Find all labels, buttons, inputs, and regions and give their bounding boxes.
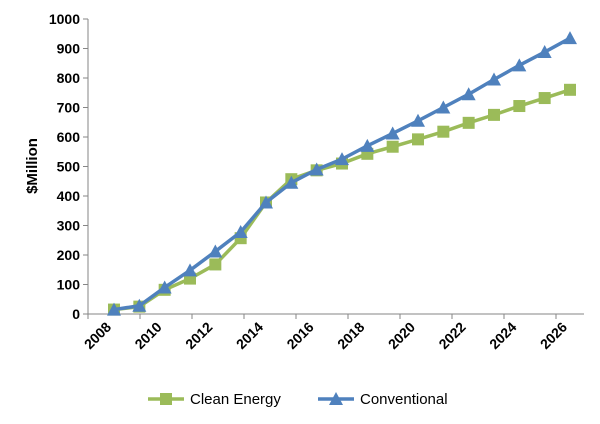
legend-label: Clean Energy: [190, 391, 281, 408]
data-point: [462, 116, 475, 129]
data-point: [411, 113, 425, 127]
data-point: [412, 133, 424, 146]
y-tick-label: 100: [57, 277, 81, 293]
y-tick-label: 400: [57, 188, 81, 204]
legend-label: Conventional: [360, 391, 448, 408]
data-point: [284, 175, 299, 189]
y-tick-label: 0: [72, 306, 80, 322]
series-layer: [107, 31, 577, 316]
legend: Clean Energy Conventional: [148, 391, 448, 408]
data-point: [208, 244, 223, 258]
y-tick-label: 300: [57, 218, 81, 234]
x-tick-label: 2016: [283, 319, 316, 352]
legend-marker: [329, 392, 343, 405]
data-point: [335, 152, 349, 166]
data-point: [563, 31, 577, 45]
data-point: [157, 280, 172, 294]
data-point: [183, 263, 197, 277]
data-point: [360, 138, 375, 152]
x-axis: 2008 2010 2012 2014 2016 2018 2020 2022 2024 2026: [81, 314, 570, 352]
x-tick-label: 2012: [182, 319, 215, 352]
series-line: [113, 36, 571, 312]
data-point: [132, 298, 147, 312]
data-point: [564, 83, 576, 96]
series-clean-energy: [108, 83, 576, 316]
data-point: [513, 100, 526, 113]
data-point: [537, 45, 552, 59]
y-tick-label: 700: [57, 100, 81, 116]
x-tick-label: 2024: [486, 319, 519, 352]
y-tick-label: 1000: [49, 11, 80, 27]
y-axis-title: $Million: [24, 138, 41, 194]
x-tick-label: 2010: [131, 319, 164, 352]
x-tick-label: 2026: [537, 319, 570, 352]
data-point: [386, 140, 399, 153]
data-point: [461, 87, 476, 101]
data-point: [385, 126, 400, 140]
y-tick-label: 200: [57, 247, 81, 263]
y-tick-label: 800: [57, 70, 81, 86]
series-conventional: [107, 31, 577, 316]
x-tick-label: 2020: [385, 319, 418, 352]
x-tick-label: 2022: [435, 319, 468, 352]
y-axis: 0 100 200 300 400 500 600 700 800 900 1000: [49, 11, 88, 322]
x-tick-label: 2014: [233, 319, 266, 352]
data-point: [107, 302, 121, 316]
data-point: [538, 92, 551, 105]
x-tick-label: 2008: [81, 319, 114, 352]
y-tick-label: 600: [57, 129, 81, 145]
data-point: [437, 125, 450, 138]
data-point: [488, 108, 500, 121]
y-tick-label: 900: [57, 41, 81, 57]
legend-marker: [160, 393, 172, 405]
y-tick-label: 500: [57, 159, 81, 175]
legend-item: Conventional: [318, 391, 448, 408]
data-point: [233, 224, 248, 238]
data-point: [436, 100, 451, 114]
data-point: [209, 258, 222, 271]
data-point: [512, 58, 527, 72]
data-point: [309, 162, 324, 176]
data-point: [487, 72, 501, 86]
x-tick-label: 2018: [334, 319, 367, 352]
data-point: [259, 195, 273, 209]
legend-item: Clean Energy: [148, 391, 281, 408]
